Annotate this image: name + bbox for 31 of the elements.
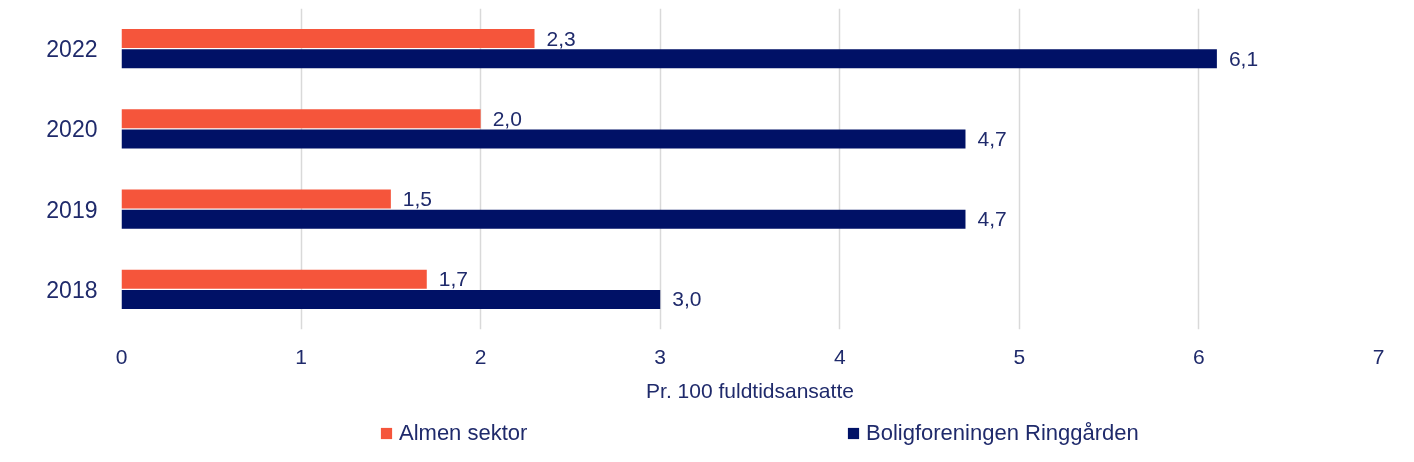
y-tick-label: 2022 [46, 36, 98, 63]
bar [121, 269, 427, 289]
x-tick-label: 2 [474, 344, 487, 368]
legend-label: Almen sektor [399, 420, 529, 446]
data-label: 1,7 [438, 267, 468, 291]
bar [121, 289, 661, 309]
x-tick-label: 6 [1193, 344, 1205, 368]
legend-label: Boligforeningen Ringgården [866, 420, 1140, 446]
bar [121, 29, 535, 49]
data-label: 3,0 [672, 287, 702, 311]
bar [121, 109, 481, 129]
y-tick-label: 2020 [46, 116, 98, 143]
data-label: 1,5 [402, 187, 433, 211]
x-tick-label: 3 [654, 344, 667, 368]
bar [121, 129, 966, 149]
x-axis-title: Pr. 100 fuldtidsansatte [646, 378, 854, 402]
bar [121, 49, 1217, 69]
data-label: 4,7 [977, 126, 1007, 150]
data-label: 2,3 [546, 26, 576, 50]
y-tick-label: 2018 [46, 276, 98, 303]
bar [121, 189, 391, 209]
y-tick-label: 2019 [46, 196, 98, 223]
data-label: 6,1 [1228, 46, 1259, 70]
x-tick-label: 1 [295, 344, 307, 368]
x-tick-label: 4 [833, 344, 846, 368]
bar [121, 209, 966, 229]
data-label: 2,0 [492, 106, 522, 130]
data-label: 4,7 [977, 207, 1007, 231]
x-tick-label: 5 [1013, 344, 1026, 368]
x-tick-label: 7 [1372, 344, 1385, 368]
x-tick-label: 0 [115, 344, 128, 368]
